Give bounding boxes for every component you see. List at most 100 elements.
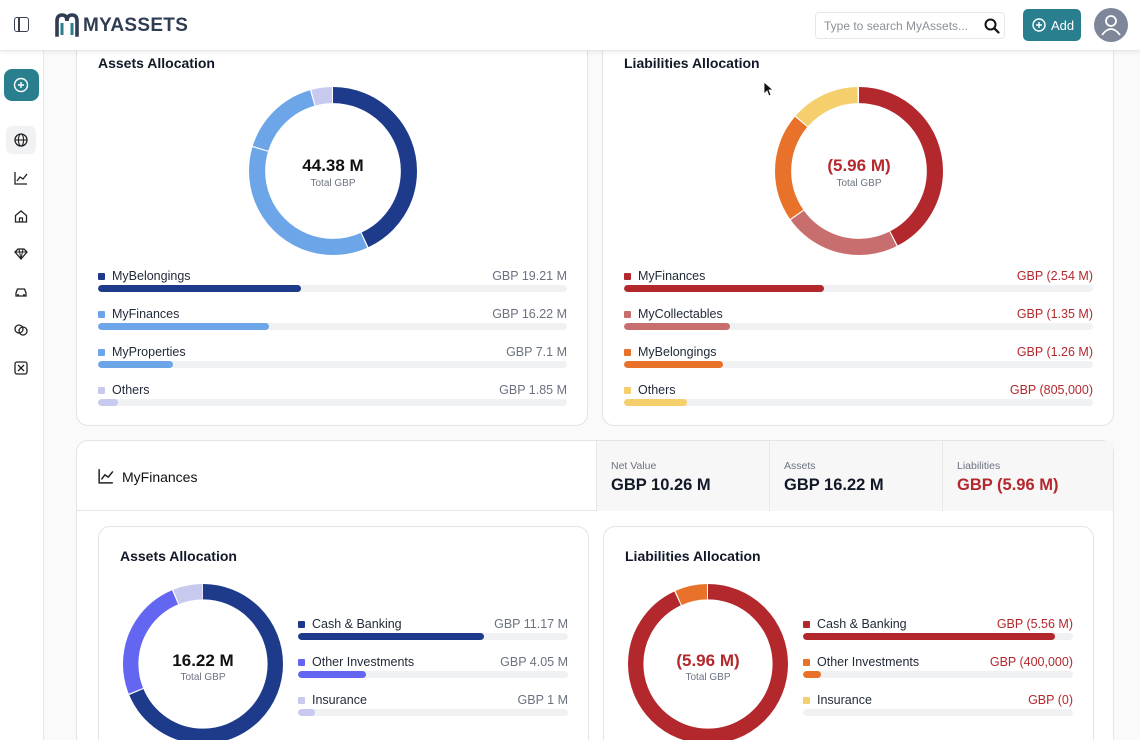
- legend-row[interactable]: Insurance GBP 1 M: [298, 693, 568, 723]
- legend-label: Other Investments: [817, 655, 920, 669]
- donut-segment-1[interactable]: [248, 86, 418, 256]
- close-box-icon[interactable]: [14, 361, 28, 375]
- legend-swatch: [803, 697, 810, 704]
- stat-value: GBP 10.26 M: [611, 476, 711, 494]
- search-box[interactable]: Type to search MyAssets...: [815, 12, 1005, 39]
- legend-value: GBP 16.22 M: [492, 307, 567, 321]
- card-title: Liabilities Allocation: [624, 55, 760, 71]
- legend-value: GBP (805,000): [1009, 383, 1093, 397]
- legend-bar-track: [298, 671, 568, 678]
- legend-label: Insurance: [817, 693, 872, 707]
- myfinances-liabilities-card: Liabilities Allocation (5.96 M) Total GB…: [603, 526, 1094, 740]
- legend-row[interactable]: Other Investments GBP (400,000): [803, 655, 1073, 685]
- legend-label: Cash & Banking: [817, 617, 907, 631]
- chart-line-icon[interactable]: [14, 171, 28, 185]
- user-icon: [1101, 15, 1121, 36]
- search-icon[interactable]: [984, 18, 1000, 34]
- legend-label: Others: [112, 383, 150, 397]
- legend-label: MyBelongings: [638, 345, 717, 359]
- donut-total-value: (5.96 M): [827, 156, 891, 175]
- legend-bar-fill: [803, 633, 1055, 640]
- legend-bar-fill: [803, 671, 822, 678]
- legend-row[interactable]: Others GBP 1.85 M: [98, 383, 567, 413]
- logo-mark-icon: [55, 13, 79, 37]
- legend-row[interactable]: MyFinances GBP (2.54 M): [624, 269, 1093, 299]
- legend-bar-track: [624, 399, 1093, 406]
- myfinances-assets-donut-chart: [122, 583, 284, 740]
- legend-row[interactable]: Cash & Banking GBP 11.17 M: [298, 617, 568, 647]
- legend-swatch: [803, 659, 810, 666]
- donut-segment-2[interactable]: [774, 86, 944, 256]
- legend-value: GBP (2.54 M): [1016, 269, 1093, 283]
- myfinances-assets-card: Assets Allocation 16.22 M Total GBP Cash…: [98, 526, 589, 740]
- liabilities-allocation-card: Liabilities Allocation (5.96 M) Total GB…: [602, 30, 1114, 426]
- legend-value: GBP (1.35 M): [1016, 307, 1093, 321]
- legend-swatch: [624, 349, 631, 356]
- legend-swatch: [298, 697, 305, 704]
- stat-value: GBP (5.96 M): [957, 476, 1059, 494]
- legend-label: Others: [638, 383, 676, 397]
- top-bar: MYASSETS Type to search MyAssets... Add: [0, 0, 1140, 51]
- stat-value: GBP 16.22 M: [784, 476, 884, 494]
- mouse-cursor-icon: [763, 81, 775, 97]
- home-icon[interactable]: [14, 209, 28, 223]
- user-avatar[interactable]: [1094, 8, 1128, 42]
- legend-swatch: [98, 387, 105, 394]
- legend-bar-track: [803, 709, 1073, 716]
- sidebar-item-globe[interactable]: [6, 126, 36, 154]
- legend-bar-fill: [298, 633, 485, 640]
- myfinances-liabilities-donut-chart: [627, 583, 789, 740]
- car-icon[interactable]: [14, 285, 28, 299]
- legend-swatch: [624, 273, 631, 280]
- card-title: Assets Allocation: [120, 548, 237, 564]
- card-title: Assets Allocation: [98, 55, 215, 71]
- legend-bar-fill: [98, 399, 118, 406]
- legend-row[interactable]: MyFinances GBP 16.22 M: [98, 307, 567, 337]
- sidebar-toggle-icon[interactable]: [14, 17, 29, 32]
- donut-total-label: Total GBP: [180, 672, 226, 683]
- legend-swatch: [98, 349, 105, 356]
- sidebar-add-button[interactable]: [4, 69, 39, 101]
- stat-label: Liabilities: [957, 460, 1001, 472]
- donut-segment-0[interactable]: [627, 583, 789, 740]
- legend-label: Other Investments: [312, 655, 415, 669]
- donut-total-value: (5.96 M): [676, 651, 740, 670]
- legend-label: MyFinances: [638, 269, 706, 283]
- legend-row[interactable]: Other Investments GBP 4.05 M: [298, 655, 568, 685]
- donut-segment-1[interactable]: [774, 86, 944, 256]
- donut-segment-0[interactable]: [122, 583, 284, 740]
- legend-row[interactable]: Others GBP (805,000): [624, 383, 1093, 413]
- sidebar: [0, 51, 44, 740]
- search-input[interactable]: Type to search MyAssets...: [824, 19, 969, 33]
- legend-row[interactable]: MyCollectables GBP (1.35 M): [624, 307, 1093, 337]
- legend-bar-track: [803, 633, 1073, 640]
- legend-value: GBP (400,000): [989, 655, 1073, 669]
- add-button[interactable]: Add: [1023, 9, 1081, 41]
- legend-row[interactable]: MyBelongings GBP (1.26 M): [624, 345, 1093, 375]
- donut-segment-1[interactable]: [122, 583, 284, 740]
- legend-row[interactable]: Insurance GBP (0): [803, 693, 1073, 723]
- assets-allocation-card: Assets Allocation 44.38 M Total GBP MyBe…: [76, 30, 588, 426]
- collectables-icon[interactable]: [14, 323, 28, 337]
- legend-value: GBP 7.1 M: [506, 345, 567, 359]
- donut-segment-0[interactable]: [248, 86, 418, 256]
- donut-total-value: 44.38 M: [302, 156, 364, 175]
- legend-row[interactable]: MyProperties GBP 7.1 M: [98, 345, 567, 375]
- legend-label: MyFinances: [112, 307, 180, 321]
- plus-circle-icon: [1032, 18, 1046, 32]
- legend-bar-track: [98, 399, 567, 406]
- section-header: MyFinances Net Value GBP 10.26 M Assets …: [77, 441, 1113, 511]
- legend-swatch: [624, 387, 631, 394]
- legend-bar-track: [298, 709, 568, 716]
- legend-row[interactable]: Cash & Banking GBP (5.56 M): [803, 617, 1073, 647]
- legend-value: GBP (0): [1028, 693, 1073, 707]
- diamond-icon[interactable]: [14, 247, 28, 261]
- chart-line-icon: [98, 469, 114, 484]
- legend-value: GBP (1.26 M): [1016, 345, 1093, 359]
- stat-label: Assets: [784, 460, 816, 472]
- donut-segment-0[interactable]: [774, 86, 944, 256]
- legend-bar-track: [98, 361, 567, 368]
- legend-bar-fill: [98, 361, 174, 368]
- legend-row[interactable]: MyBelongings GBP 19.21 M: [98, 269, 567, 299]
- card-title: Liabilities Allocation: [625, 548, 761, 564]
